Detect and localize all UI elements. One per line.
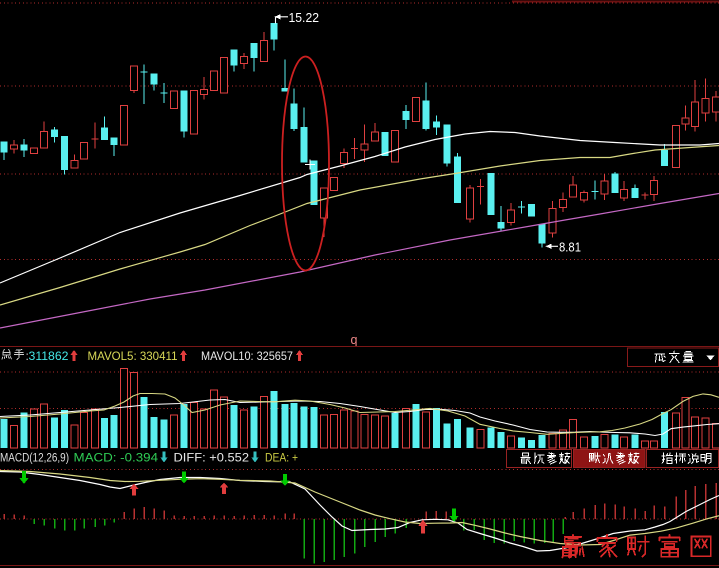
- svg-text:MACD: -0.394: MACD: -0.394: [74, 451, 159, 465]
- svg-text:q: q: [351, 333, 358, 347]
- svg-text:311862: 311862: [29, 349, 69, 363]
- svg-text:15.22: 15.22: [289, 11, 320, 25]
- svg-text:8.81: 8.81: [559, 241, 581, 255]
- svg-text:MACD(12,26,9): MACD(12,26,9): [0, 453, 69, 465]
- svg-text:MAVOL5: 330411: MAVOL5: 330411: [88, 349, 178, 363]
- svg-text:DIFF: +0.552: DIFF: +0.552: [174, 451, 250, 465]
- svg-text::: :: [26, 349, 29, 363]
- svg-text:MAVOL10: 325657: MAVOL10: 325657: [201, 349, 293, 363]
- svg-text:DEA: +: DEA: +: [265, 451, 298, 465]
